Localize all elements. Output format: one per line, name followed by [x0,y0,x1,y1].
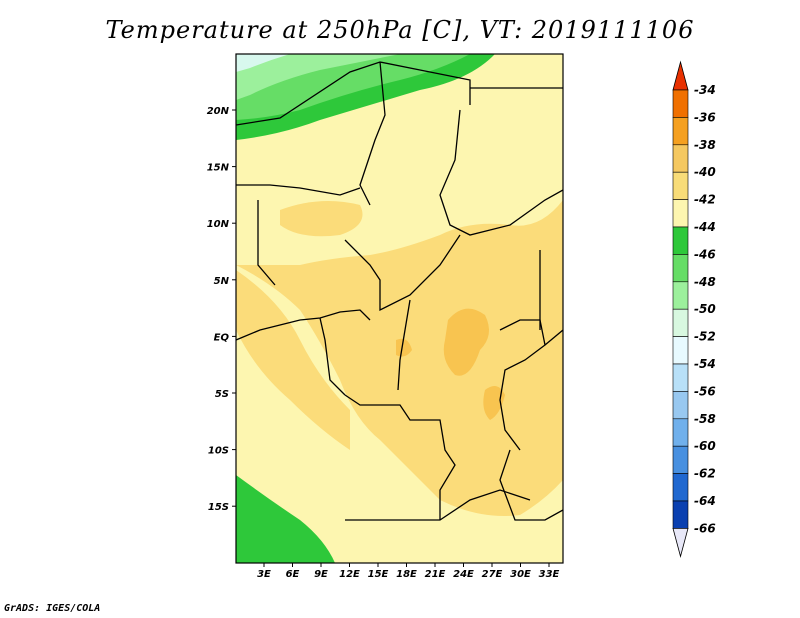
colorbar: -34 -36 -38 -40 -42 -44 -46 -48 -50 -52 -54 -56 -58 -… [672,60,716,558]
lon-label: 30E [510,569,531,580]
colorbar-label: -50 [694,302,716,316]
colorbar-segment [672,308,689,337]
colorbar-label: -54 [694,357,716,371]
colorbar-label: -48 [694,275,716,289]
colorbar-label: -56 [694,384,716,398]
lon-label: 9E [314,569,328,580]
colorbar-segment [672,418,689,447]
lon-label: 3E [257,569,271,580]
map-title: Temperature at 250hPa [C], VT: 201911110… [105,16,695,44]
colorbar-top-arrow [672,60,689,91]
colorbar-segment [672,171,689,200]
lat-label: 15S [208,502,229,513]
colorbar-bottom-arrow [672,528,689,558]
colorbar-label: -60 [694,439,716,453]
lat-label: 15N [207,163,230,174]
colorbar-label: -58 [694,412,716,426]
latitude-axis: 20N 15N 10N 5N EQ 5S 10S 15S [207,106,236,513]
colorbar-segment [672,254,689,283]
grads-credit: GrADS: IGES/COLA [4,603,101,614]
lat-label: 10S [208,446,229,457]
colorbar-segment [672,144,689,173]
colorbar-label: -38 [694,138,716,152]
colorbar-segment [672,281,689,310]
colorbar-segment [672,391,689,420]
lon-label: 15E [368,569,389,580]
lon-label: 6E [286,569,300,580]
colorbar-label: -62 [694,467,716,481]
colorbar-segment [672,473,689,502]
colorbar-label: -44 [694,220,716,234]
colorbar-label: -40 [694,165,716,179]
colorbar-segment [672,445,689,474]
lon-label: 21E [425,569,446,580]
colorbar-segment [672,117,689,146]
colorbar-label: -66 [694,521,716,535]
lat-label: 5S [215,389,229,400]
lon-label: 27E [482,569,503,580]
lat-label: EQ [214,332,230,343]
colorbar-label: -64 [694,494,716,508]
colorbar-label: -34 [694,83,716,97]
colorbar-segment [672,89,689,118]
lat-label: 5N [214,276,230,287]
lon-label: 33E [539,569,560,580]
colorbar-segment [672,500,689,529]
lon-label: 12E [339,569,360,580]
colorbar-segment [672,226,689,255]
lon-label: 18E [396,569,417,580]
colorbar-label: -46 [694,247,716,261]
map-frame [235,53,564,564]
lat-label: 10N [207,219,230,230]
lat-label: 20N [207,106,230,117]
temperature-field [236,54,563,563]
longitude-axis: 3E 6E 9E 12E 15E 18E 21E 24E 27E 30E 33E [257,563,560,580]
colorbar-segment [672,363,689,392]
colorbar-label: -42 [694,193,716,207]
colorbar-segment [672,199,689,228]
lon-label: 24E [453,569,474,580]
colorbar-segment [672,336,689,365]
colorbar-label: -52 [694,330,716,344]
colorbar-label: -36 [694,110,716,124]
